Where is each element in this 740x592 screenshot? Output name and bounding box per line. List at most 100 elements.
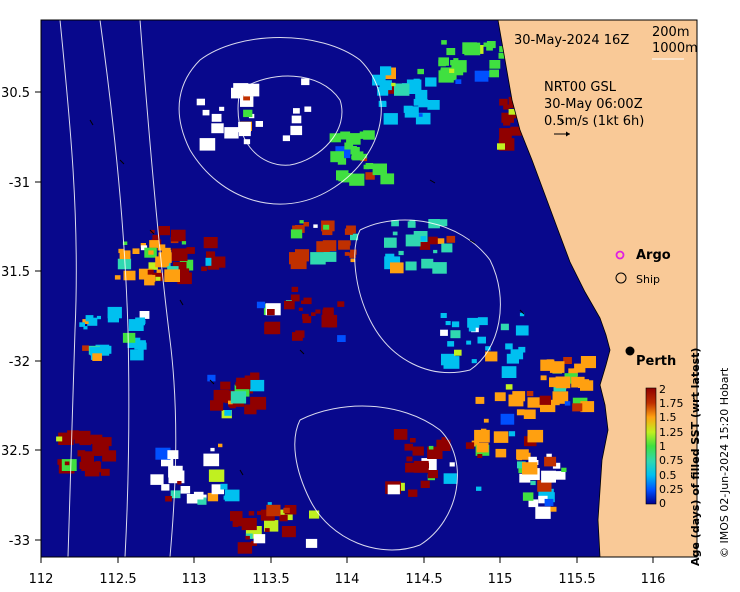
- sst-patch: [290, 294, 300, 302]
- sst-patch: [516, 456, 522, 461]
- sst-patch: [316, 241, 330, 252]
- sst-patch: [372, 163, 387, 176]
- sst-patch: [387, 484, 400, 495]
- sst-patch: [471, 359, 477, 364]
- sst-patch: [528, 499, 539, 508]
- sst-patch: [415, 112, 431, 125]
- sst-patch: [349, 173, 365, 186]
- sst-patch: [330, 151, 344, 163]
- sst-patch: [515, 325, 529, 336]
- sst-patch: [485, 346, 491, 351]
- sst-patch: [392, 231, 398, 236]
- sst-patch: [561, 467, 567, 472]
- sst-patch: [380, 102, 387, 107]
- sst-patch: [207, 374, 216, 382]
- sst-patch: [466, 340, 472, 345]
- sst-patch: [281, 526, 296, 538]
- sst-patch: [160, 257, 170, 265]
- sst-patch: [418, 99, 429, 108]
- sst-patch: [527, 397, 541, 408]
- credit-label: © IMOS 02-Jun-2024 15:20 Hobart: [718, 367, 731, 558]
- sst-patch: [132, 248, 140, 254]
- svg-text:0.75: 0.75: [659, 454, 684, 467]
- sst-patch: [499, 128, 512, 139]
- sst-patch: [87, 317, 98, 326]
- sst-patch: [410, 438, 416, 443]
- sst-patch: [549, 377, 562, 388]
- sst-patch: [447, 341, 455, 347]
- sst-patch: [197, 497, 207, 505]
- sst-patch: [207, 492, 219, 502]
- sst-patch: [349, 252, 356, 258]
- sst-patch: [365, 163, 374, 170]
- sst-patch: [350, 249, 357, 255]
- x-tick-113: 113: [182, 572, 207, 587]
- sst-patch: [338, 133, 347, 140]
- sst-patch: [486, 45, 493, 51]
- sst-patch: [158, 226, 170, 236]
- sst-patch: [500, 323, 509, 331]
- sst-patch: [140, 245, 148, 251]
- sst-patch: [350, 147, 360, 155]
- sst-patch: [232, 518, 243, 527]
- sst-patch: [406, 79, 422, 92]
- y-tick-32-5: 32.5: [1, 444, 30, 459]
- sst-patch: [243, 139, 251, 145]
- sst-patch: [180, 486, 191, 494]
- sst-patch: [218, 443, 223, 448]
- current-time-label: 30-May 06:00Z: [544, 97, 643, 112]
- sst-patch: [295, 249, 310, 261]
- sst-patch: [85, 315, 94, 322]
- sst-patch: [196, 98, 205, 106]
- y-tick-33: -33: [9, 534, 30, 549]
- sst-patch: [266, 504, 281, 517]
- sst-patch: [137, 342, 147, 350]
- sst-patch: [181, 241, 187, 245]
- sst-patch: [199, 138, 216, 151]
- sst-patch: [135, 317, 145, 326]
- sst-patch: [220, 483, 228, 490]
- sst-patch: [500, 413, 515, 425]
- date-label: 30-May-2024 16Z: [514, 33, 629, 48]
- sst-patch: [224, 127, 239, 139]
- sst-patch: [140, 319, 146, 324]
- sst-patch: [92, 443, 104, 454]
- sst-patch: [310, 252, 326, 265]
- x-tick-115: 115: [488, 572, 513, 587]
- sst-patch: [149, 240, 159, 248]
- current-source-label: NRT00 GSL: [544, 80, 617, 95]
- x-tick-116: 116: [641, 572, 666, 587]
- sst-patch: [425, 77, 437, 87]
- sst-patch: [436, 439, 451, 451]
- sst-patch: [344, 142, 354, 150]
- sst-patch: [495, 450, 502, 456]
- sst-patch: [468, 326, 476, 332]
- sst-patch: [208, 469, 225, 482]
- contour-label-200m: 200m: [652, 25, 689, 40]
- sst-patch: [173, 262, 187, 273]
- sst-patch: [211, 256, 226, 268]
- sst-patch: [413, 460, 429, 473]
- sst-patch: [564, 401, 571, 406]
- sst-patch: [75, 432, 89, 443]
- sst-patch: [168, 470, 185, 484]
- sst-patch: [474, 70, 489, 82]
- x-tick-113-5: 113.5: [252, 572, 289, 587]
- sst-patch: [428, 445, 434, 450]
- sst-patch: [437, 238, 445, 244]
- sst-patch: [224, 410, 232, 416]
- sst-patch: [90, 434, 103, 444]
- sst-patch: [503, 119, 511, 126]
- sst-patch: [79, 322, 85, 327]
- sst-patch: [404, 106, 419, 118]
- sst-patch: [177, 481, 182, 485]
- sst-patch: [535, 506, 551, 519]
- sst-patch: [527, 429, 544, 443]
- sst-patch: [152, 234, 160, 241]
- sst-patch: [563, 357, 572, 364]
- ship-legend-label: Ship: [636, 273, 660, 286]
- contour-label-1000m: 1000m: [652, 41, 698, 56]
- sst-patch: [114, 275, 121, 280]
- sst-patch: [286, 505, 296, 514]
- current-scale-label: 0.5m/s (1kt 6h): [544, 114, 644, 129]
